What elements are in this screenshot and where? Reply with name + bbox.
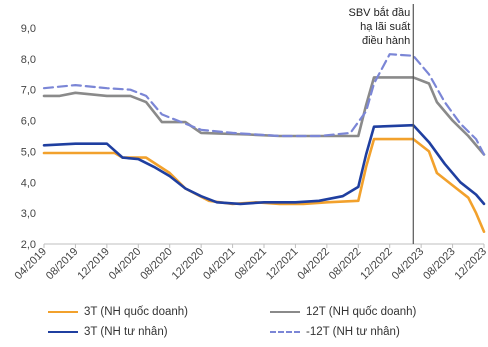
x-tick-label: 08/2019 xyxy=(44,246,81,283)
annotation-text: điều hành xyxy=(362,35,410,47)
legend-swatch-12t-private xyxy=(270,331,300,333)
x-tick-label: 08/2020 xyxy=(138,246,175,283)
legend-label: 3T (NH tư nhân) xyxy=(84,326,168,338)
x-axis: 04/201908/201912/201904/202008/202012/20… xyxy=(13,243,488,283)
annotation-group: SBV bắt đầu hạ lãi suất điều hành xyxy=(349,4,414,244)
y-tick-label: 2,0 xyxy=(21,239,36,251)
y-tick-label: 7,0 xyxy=(21,85,36,97)
x-tick-label: 04/2020 xyxy=(107,246,144,283)
legend-swatch-12t-state xyxy=(270,311,300,313)
legend-swatch-3t-state xyxy=(48,311,78,313)
y-axis: 2,0 3,0 4,0 5,0 6,0 7,0 8,0 9,0 xyxy=(21,23,36,251)
line-chart: 2,03,04,05,06,07,08,09,0 04/201908/20191… xyxy=(13,4,488,283)
legend-label: 12T (NH quốc doanh) xyxy=(306,306,417,318)
y-tick-label: 8,0 xyxy=(21,54,36,66)
legend-item: -12T (NH tư nhân) xyxy=(270,326,400,338)
x-tick-label: 08/2021 xyxy=(233,246,270,283)
x-tick-label: 04/2021 xyxy=(201,246,238,283)
annotation-text: hạ lãi suất xyxy=(360,21,410,33)
x-tick-label: 12/2019 xyxy=(75,246,112,283)
x-tick-label: 04/2019 xyxy=(13,246,50,283)
y-tick-label: 4,0 xyxy=(21,177,36,189)
x-tick-label: 12/2021 xyxy=(264,246,301,283)
x-tick-label: 08/2022 xyxy=(327,246,364,283)
y-tick-label: 6,0 xyxy=(21,116,36,128)
x-tick-label: 04/2022 xyxy=(295,246,332,283)
legend-item: 3T (NH quốc doanh) xyxy=(48,306,188,318)
series-line-1 xyxy=(42,137,486,233)
series-line-4 xyxy=(42,53,486,156)
x-tick-label: 12/2023 xyxy=(453,246,488,283)
series-line-3 xyxy=(42,123,486,206)
x-tick-label: 12/2022 xyxy=(358,246,395,283)
y-tick-label: 5,0 xyxy=(21,146,36,158)
y-tick-label: 3,0 xyxy=(21,208,36,220)
y-tick-label: 9,0 xyxy=(21,23,36,35)
legend: 3T (NH quốc doanh) 12T (NH quốc doanh) 3… xyxy=(0,302,488,347)
legend-swatch-3t-private xyxy=(48,331,78,333)
x-tick-label: 08/2023 xyxy=(421,246,458,283)
legend-label: 3T (NH quốc doanh) xyxy=(84,306,188,318)
legend-item: 3T (NH tư nhân) xyxy=(48,326,168,338)
series-line-2 xyxy=(42,76,486,156)
series-group xyxy=(42,53,486,233)
legend-label: -12T (NH tư nhân) xyxy=(306,326,400,338)
legend-item: 12T (NH quốc doanh) xyxy=(270,306,416,318)
annotation-text: SBV bắt đầu xyxy=(349,6,411,19)
x-tick-label: 12/2020 xyxy=(170,246,207,283)
x-tick-label: 04/2023 xyxy=(390,246,427,283)
